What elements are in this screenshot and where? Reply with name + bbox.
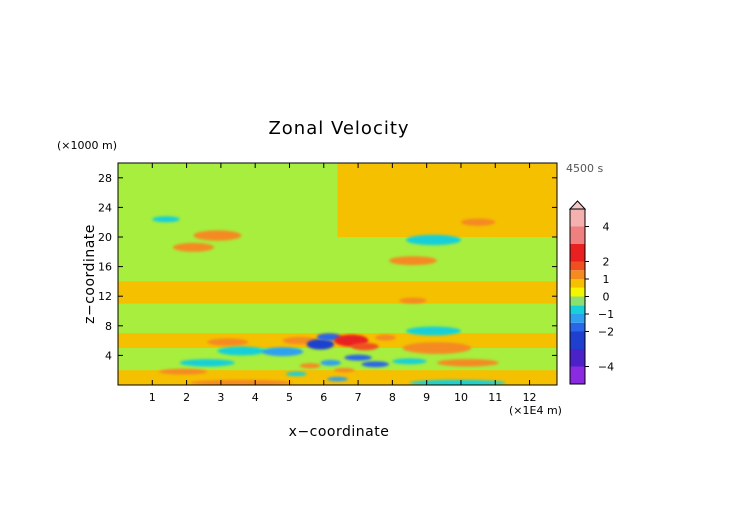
y-tick-label: 4	[105, 349, 112, 362]
field-blob-14	[406, 234, 461, 246]
field-layer	[118, 163, 557, 385]
y-axis-label: z−coordinate	[82, 224, 98, 324]
colorbar-tick-label: −2	[598, 326, 614, 339]
field-blob-34	[327, 376, 348, 382]
x-axis: 1 2 3 4 5 6 7 8 9 10 11 12	[149, 163, 537, 404]
colorbar-segment	[570, 305, 585, 314]
x-tick-label: 9	[423, 391, 430, 404]
y-tick-label: 24	[98, 201, 112, 214]
x-tick-label: 6	[320, 391, 327, 404]
x-tick-label: 8	[389, 391, 396, 404]
colorbar-segment	[570, 296, 585, 306]
field-blob-11	[193, 230, 242, 241]
colorbar-segment	[570, 314, 585, 323]
colorbar: 4 2 1 0 −1 −2 −4	[568, 200, 614, 385]
colorbar-segment	[570, 270, 585, 279]
colorbar-tick-label: 4	[603, 221, 610, 234]
y-tick-label: 16	[98, 261, 112, 274]
colorbar-segment	[570, 261, 585, 271]
field-region-3	[337, 163, 557, 237]
x-tick-label: 1	[149, 391, 156, 404]
field-blob-6	[409, 379, 506, 385]
field-blob-9	[217, 346, 266, 356]
field-blob-8	[207, 338, 249, 346]
field-blob-21	[262, 347, 304, 357]
x-tick-label: 4	[252, 391, 259, 404]
colorbar-segment	[570, 226, 585, 244]
plot-frame	[117, 162, 558, 386]
field-blob-32	[286, 371, 307, 377]
field-blob-33	[375, 334, 396, 341]
field-blob-24	[316, 333, 341, 341]
field-blob-4	[159, 368, 208, 375]
field-blob-27	[344, 354, 372, 361]
field-blob-12	[152, 216, 180, 223]
x-axis-label: x−coordinate	[289, 424, 390, 440]
colorbar-tick-label: −4	[598, 361, 614, 374]
field-blob-20	[392, 358, 427, 365]
colorbar-segment	[570, 322, 585, 332]
field-blob-10	[172, 242, 215, 252]
chart-title: Zonal Velocity	[268, 118, 409, 139]
colorbar-segment	[570, 244, 585, 262]
field-blob-29	[299, 363, 321, 369]
y-unit-label: (×1000 m)	[57, 139, 117, 152]
y-tick-label: 28	[98, 172, 112, 185]
colorbar-tick-label: 0	[603, 291, 610, 304]
x-tick-label: 11	[488, 391, 502, 404]
field-blob-17	[406, 326, 461, 336]
field-blob-13	[460, 218, 496, 226]
x-tick-label: 7	[355, 391, 362, 404]
y-tick-label: 8	[105, 320, 112, 333]
x-tick-label: 10	[454, 391, 468, 404]
field-blob-7	[179, 359, 235, 367]
field-blob-31	[334, 367, 355, 373]
colorbar-segment	[570, 209, 585, 227]
colorbar-tick-label: 2	[603, 256, 610, 269]
colorbar-extend-triangle	[568, 200, 587, 210]
field-blob-30	[320, 359, 341, 366]
y-tick-label: 20	[98, 231, 112, 244]
y-tick-label: 12	[98, 290, 112, 303]
time-label: 4500 s	[566, 162, 603, 175]
colorbar-tick-label: 1	[603, 273, 610, 286]
field-blob-28	[361, 361, 389, 368]
colorbar-tick-label: −1	[598, 308, 614, 321]
x-unit-label: (×1E4 m)	[509, 404, 562, 417]
field-blob-19	[436, 359, 499, 367]
x-tick-label: 3	[217, 391, 224, 404]
colorbar-segment	[570, 287, 585, 297]
field-blob-26	[351, 342, 379, 351]
colorbar-segment	[570, 349, 585, 367]
x-tick-label: 2	[183, 391, 190, 404]
field-band-1	[118, 281, 557, 304]
colorbar-segment	[570, 331, 585, 349]
field-blob-16	[399, 297, 427, 304]
colorbar-segment	[570, 279, 585, 288]
field-blob-15	[388, 256, 437, 266]
plot-area	[117, 162, 558, 386]
field-blob-18	[402, 342, 472, 354]
field-blob-23	[306, 339, 335, 350]
y-axis: 4 8 12 16 20 24 28	[98, 172, 557, 362]
x-tick-label: 5	[286, 391, 293, 404]
x-tick-label: 12	[523, 391, 537, 404]
field-blob-5	[190, 379, 293, 385]
colorbar-segment	[570, 366, 585, 384]
